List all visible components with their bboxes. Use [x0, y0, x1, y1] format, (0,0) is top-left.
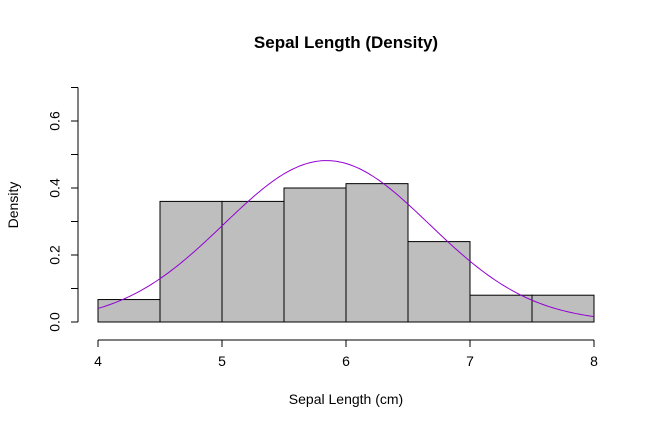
histogram-bar-6: [469, 294, 533, 323]
x-axis: 4 5 6 7 8: [94, 339, 598, 369]
x-tick-label: 7: [466, 353, 474, 369]
y-tick-label: 0.0: [47, 312, 63, 332]
histogram-bar-3: [283, 187, 347, 323]
density-curve: [97, 160, 595, 318]
x-tick-label: 6: [342, 353, 350, 369]
chart-title: Sepal Length (Density): [254, 33, 438, 52]
histogram-bar-1: [159, 200, 223, 323]
histogram-bar-4: [345, 183, 409, 323]
y-tick-label: 0.2: [47, 245, 63, 265]
histogram-bar-5: [407, 241, 471, 323]
x-tick-label: 8: [590, 353, 598, 369]
x-tick-label: 5: [218, 353, 226, 369]
y-axis: 0.0 0.2 0.4 0.6: [47, 87, 79, 332]
x-tick-label: 4: [94, 353, 102, 369]
y-axis-label: Density: [5, 182, 21, 229]
x-axis-label: Sepal Length (cm): [289, 391, 403, 407]
histogram-bar-0: [97, 299, 161, 323]
bars-group: [97, 183, 595, 323]
histogram-bar-7: [531, 294, 595, 323]
y-tick-label: 0.4: [47, 178, 63, 198]
y-tick-label: 0.6: [47, 111, 63, 131]
histogram-bar-2: [221, 200, 285, 323]
